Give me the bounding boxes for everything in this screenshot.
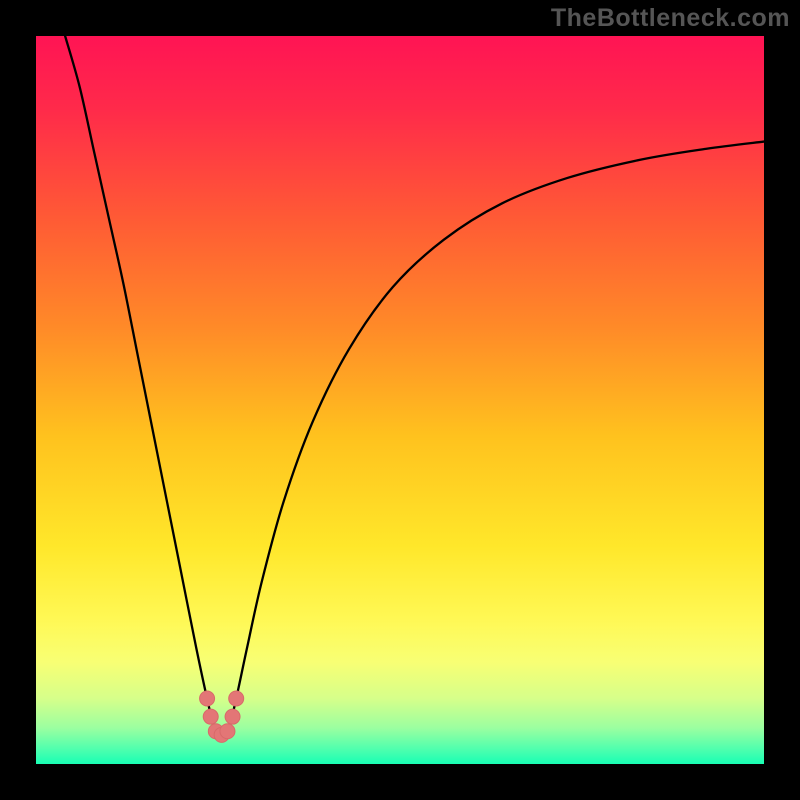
chart-stage: TheBottleneck.com [0,0,800,800]
watermark-text: TheBottleneck.com [551,4,790,33]
bottleneck-chart [0,0,800,800]
trough-marker [200,691,215,706]
trough-marker [229,691,244,706]
trough-marker [220,724,235,739]
trough-marker [203,709,218,724]
plot-background [36,36,764,764]
trough-marker [225,709,240,724]
